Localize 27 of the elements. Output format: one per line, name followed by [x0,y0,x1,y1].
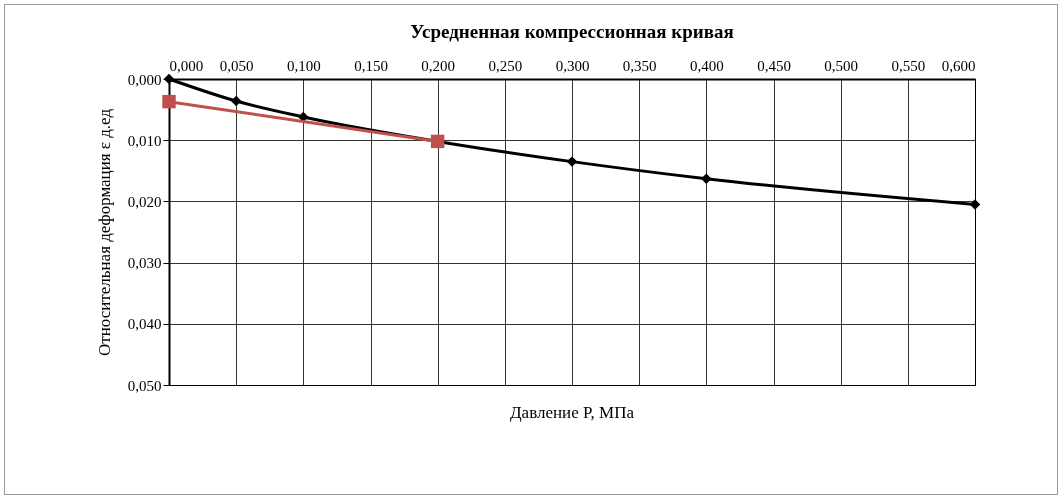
x-tick-label: 0,450 [757,57,791,74]
x-tick-label: 0,300 [555,57,590,74]
y-tick-label: 0,000 [127,71,162,88]
x-tick-label: 0,600 [941,57,976,74]
x-tick-label: 0,050 [219,57,254,74]
y-tick-label: 0,010 [127,132,162,149]
point [230,95,242,107]
chart-title: Усредненная компрессионная кривая [410,21,734,42]
point [162,94,176,109]
x-tick-label: 0,400 [689,57,724,74]
y-tick-label: 0,020 [127,193,162,210]
y-tick-label: 0,050 [127,377,162,394]
x-tick-label: 0,500 [824,57,859,74]
point [701,173,712,184]
x-tick-label: 0,150 [354,57,388,74]
y-tick-label: 0,030 [127,255,162,272]
x-axis-title: Давление P, МПа [510,403,635,422]
x-tick-label: 0,350 [622,57,657,74]
x-tick-label: 0,000 [169,57,204,74]
point [969,199,981,210]
y-tick-label: 0,040 [127,316,162,333]
x-tick-label: 0,100 [286,57,321,74]
point [566,156,578,167]
x-tick-label: 0,250 [488,57,523,74]
y-axis-title: Относительная деформация ε д.ед [94,108,114,357]
x-tick-label: 0,200 [421,57,456,74]
x-tick-label: 0,550 [891,57,926,74]
